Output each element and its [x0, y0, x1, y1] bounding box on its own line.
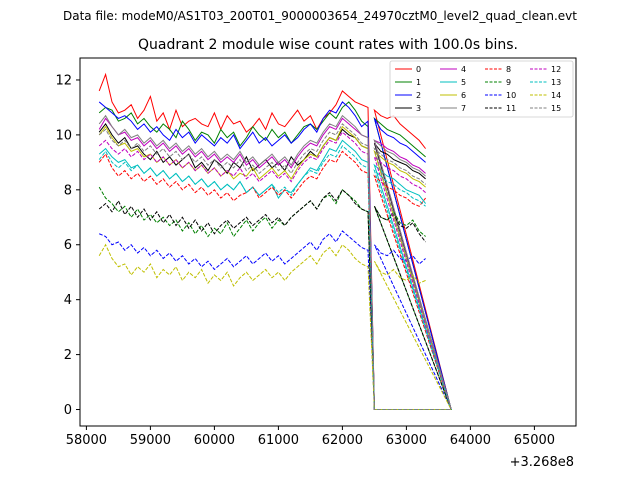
- y-tick-label: 12: [55, 73, 72, 88]
- series-line-5: [98, 139, 452, 411]
- plot-frame: [79, 57, 577, 427]
- x-tick-label: 61000: [258, 433, 299, 448]
- series-line-13: [98, 145, 452, 411]
- x-tick-label: 59000: [130, 433, 171, 448]
- legend-label-9: 9: [506, 78, 511, 87]
- legend-label-12: 12: [551, 65, 561, 74]
- x-tick-label: 60000: [194, 433, 235, 448]
- x-offset-label: +3.268e8: [510, 455, 574, 470]
- legend-label-1: 1: [416, 78, 421, 87]
- legend-label-5: 5: [461, 78, 466, 87]
- series-line-15: [98, 123, 452, 411]
- y-tick-label: 6: [64, 238, 72, 253]
- y-tick-label: 8: [64, 183, 72, 198]
- series-line-8: [98, 150, 452, 411]
- y-tick-label: 0: [64, 403, 72, 418]
- series-line-9: [98, 186, 452, 411]
- x-tick-label: 65000: [514, 433, 555, 448]
- legend-label-3: 3: [416, 104, 421, 113]
- legend-label-14: 14: [551, 91, 561, 100]
- legend-label-6: 6: [461, 91, 466, 100]
- legend-label-4: 4: [461, 65, 466, 74]
- legend-label-13: 13: [551, 78, 561, 87]
- series-line-7: [98, 114, 452, 411]
- legend-label-10: 10: [506, 91, 516, 100]
- legend-label-8: 8: [506, 65, 511, 74]
- chart-title: Quadrant 2 module wise count rates with …: [138, 37, 518, 53]
- series-layer: [98, 72, 453, 411]
- legend-frame: [389, 60, 574, 118]
- x-tick-label: 58000: [66, 433, 107, 448]
- legend-label-11: 11: [506, 104, 516, 113]
- y-tick-label: 4: [64, 293, 72, 308]
- legend-label-2: 2: [416, 91, 421, 100]
- x-tick-label: 62000: [322, 433, 363, 448]
- series-line-10: [99, 230, 452, 411]
- axes-layer: 58000 59000 60000 61000 62000 63000 64000 65000…: [55, 73, 555, 448]
- series-line-11: [98, 189, 452, 411]
- legend-label-7: 7: [461, 104, 466, 113]
- y-tick-label: 2: [64, 348, 72, 363]
- x-tick-label: 63000: [386, 433, 427, 448]
- legend-label-0: 0: [416, 65, 421, 74]
- x-tick-label: 64000: [450, 433, 491, 448]
- legend-label-15: 15: [551, 104, 561, 113]
- y-tick-label: 10: [55, 128, 72, 143]
- suptitle: Data file: modeM0/AS1T03_200T01_90000036…: [63, 9, 577, 23]
- series-line-14: [98, 243, 453, 411]
